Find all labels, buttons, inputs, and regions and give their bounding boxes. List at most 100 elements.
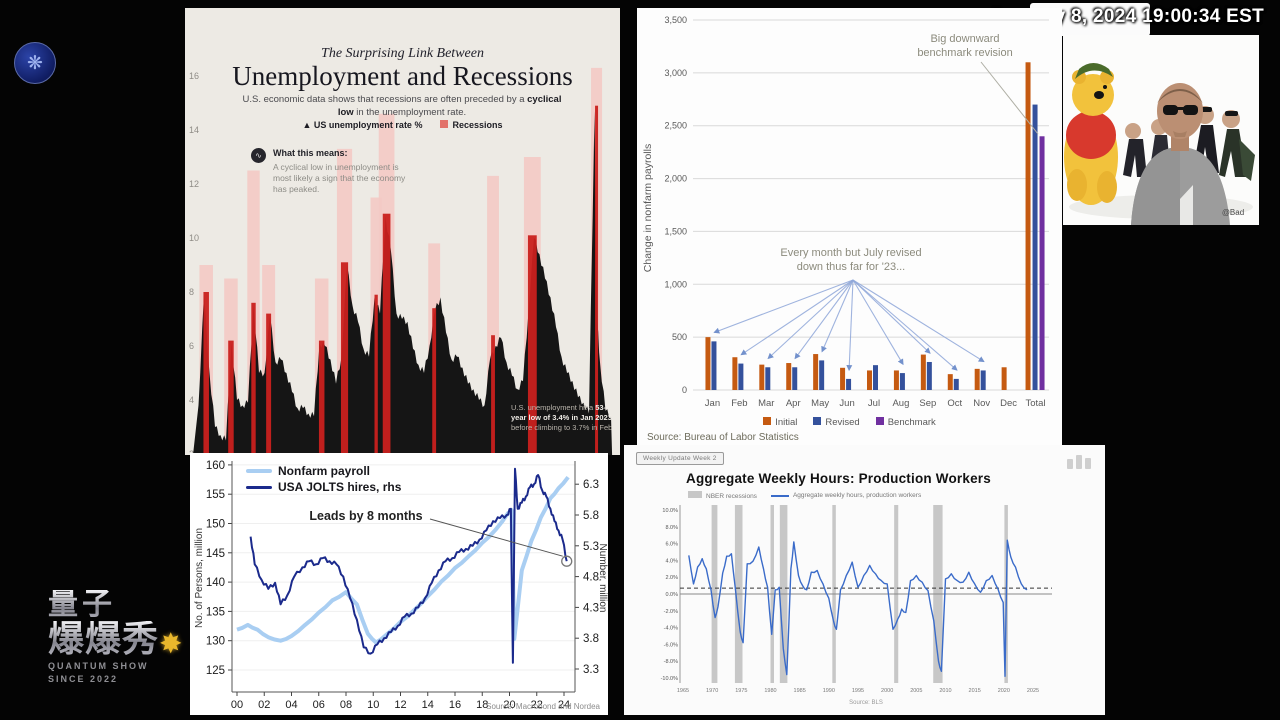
y-tick: 0.0% bbox=[665, 592, 678, 598]
y-tick: 8 bbox=[189, 287, 194, 297]
x-tick: Feb bbox=[731, 398, 747, 409]
image-watermark: @Bad bbox=[1222, 208, 1244, 217]
x-tick: 2020 bbox=[998, 688, 1010, 694]
initial-swatch bbox=[763, 417, 772, 425]
unemployment-recessions-panel: 16 14 12 10 8 6 4 2 The Surprising Link Between… bbox=[185, 8, 620, 455]
recession-bar bbox=[251, 302, 256, 455]
y-tick-left: 155 bbox=[206, 489, 225, 501]
revised-swatch bbox=[813, 417, 822, 425]
square-marker-icon bbox=[440, 120, 449, 128]
legend-revised: Revised bbox=[813, 417, 860, 428]
y-tick-left: 130 bbox=[206, 636, 225, 648]
y-axis-label-right: Number, million bbox=[597, 544, 608, 613]
x-tick: 10 bbox=[367, 699, 379, 711]
payroll-revisions-panel: 0 500 1,000 1,500 2,000 2,500 3,000 3,500 Change… bbox=[637, 8, 1062, 449]
bar bbox=[1032, 104, 1038, 391]
end-marker bbox=[561, 555, 573, 567]
x-tick: 06 bbox=[313, 699, 325, 711]
bar bbox=[953, 378, 959, 390]
jolts-svg: 160 155 150 145 140 135 130 125 6.3 5.8 5.3 4.8 4.3 3… bbox=[194, 460, 608, 711]
x-tick: 20 bbox=[503, 699, 515, 711]
y-tick-left: 135 bbox=[206, 606, 225, 618]
bar bbox=[1025, 62, 1031, 391]
recession-bar bbox=[432, 308, 437, 455]
x-tick: 1995 bbox=[852, 688, 864, 694]
chart-kicker: The Surprising Link Between bbox=[321, 46, 484, 61]
payrolls-svg: 0 500 1,000 1,500 2,000 2,500 3,000 3,500 Change… bbox=[642, 15, 1049, 409]
bar bbox=[867, 370, 872, 390]
unemployment-area bbox=[193, 111, 613, 455]
chart-title: Unemployment and Recessions bbox=[232, 61, 573, 91]
y-tick: -8.0% bbox=[664, 659, 678, 665]
y-tick: 6 bbox=[189, 341, 194, 351]
chart-watermark-icon bbox=[1067, 455, 1091, 469]
y-tick-right: 3.3 bbox=[583, 664, 599, 676]
bar bbox=[899, 373, 905, 390]
nonfarm-jolts-panel: 160 155 150 145 140 135 130 125 6.3 5.8 5.3 4.8 4.3 3… bbox=[190, 453, 608, 715]
x-tick: 1985 bbox=[794, 688, 806, 694]
hours-svg: 10.0% 8.0% 6.0% 4.0% 2.0% 0.0% -2.0% -4.0% -6.0%… bbox=[661, 505, 1052, 706]
y-tick: 6.0% bbox=[665, 542, 678, 548]
legend-nonfarm: Nonfarm payroll bbox=[246, 463, 401, 479]
y-tick: 1,000 bbox=[664, 279, 687, 289]
subtitle-post: in the unemployment rate. bbox=[353, 106, 467, 118]
x-tick: 1975 bbox=[735, 688, 747, 694]
bar bbox=[813, 354, 819, 390]
x-tick: Nov bbox=[973, 398, 990, 409]
y-tick-right: 6.3 bbox=[583, 479, 599, 491]
bar bbox=[893, 370, 899, 390]
weekly-update-badge: Weekly Update Week 2 bbox=[636, 452, 724, 465]
x-tick: 2000 bbox=[881, 688, 893, 694]
x-tick: 04 bbox=[285, 699, 297, 711]
bar bbox=[792, 367, 798, 390]
callout-body: A cyclical low in unemployment is most l… bbox=[273, 161, 406, 194]
lightblue-line-swatch bbox=[246, 469, 272, 473]
bar bbox=[732, 357, 738, 390]
note-bold: 53-year low of 3.4% in Jan 2023 bbox=[511, 403, 612, 423]
subtitle-pre: U.S. economic data shows that recessions… bbox=[242, 94, 528, 105]
webcam-scene: @Bad bbox=[1063, 35, 1259, 225]
y-tick: 3,000 bbox=[664, 68, 687, 78]
watermark-bar bbox=[1076, 455, 1082, 469]
bar bbox=[873, 365, 878, 390]
gray-band-swatch bbox=[688, 491, 702, 498]
bar bbox=[705, 337, 711, 390]
y-tick: 0 bbox=[682, 385, 687, 395]
recession-bar bbox=[595, 105, 599, 455]
annotation: down thus far for '23... bbox=[797, 261, 906, 273]
legend-initial: Initial bbox=[763, 417, 797, 428]
bar bbox=[738, 363, 744, 390]
star-icon: ✸ bbox=[159, 627, 183, 659]
revision-arrow bbox=[852, 279, 931, 354]
y-tick: -6.0% bbox=[664, 642, 678, 648]
recession-glow bbox=[487, 175, 499, 455]
revision-arrow bbox=[767, 279, 854, 360]
legend-label: US unemployment rate % bbox=[313, 120, 423, 130]
legend-label: NBER recessions bbox=[706, 493, 757, 500]
x-tick: Jul bbox=[868, 398, 880, 409]
x-tick: Sep bbox=[919, 398, 936, 409]
logo-line2: 爆爆秀✸ bbox=[48, 620, 188, 659]
revision-arrow bbox=[852, 279, 985, 363]
y-tick: -2.0% bbox=[664, 609, 678, 615]
x-tick: Jun bbox=[839, 398, 854, 409]
weekly-hours-panel: 10.0% 8.0% 6.0% 4.0% 2.0% 0.0% -2.0% -4.0% -6.0%… bbox=[624, 445, 1105, 715]
y-tick: 12 bbox=[189, 179, 199, 189]
bar bbox=[840, 367, 846, 390]
chart-title: Aggregate Weekly Hours: Production Worke… bbox=[686, 471, 991, 486]
annotation: Every month but July revised bbox=[780, 247, 921, 259]
triangle-marker-icon: ▲ bbox=[302, 120, 314, 130]
x-tick: 18 bbox=[476, 699, 488, 711]
x-tick: Total bbox=[1025, 398, 1045, 409]
y-tick: 2 bbox=[189, 449, 194, 455]
x-tick: 12 bbox=[394, 699, 406, 711]
y-tick: 3,500 bbox=[664, 15, 687, 25]
legend-recessions: Recessions bbox=[440, 120, 502, 130]
y-tick: -4.0% bbox=[664, 626, 678, 632]
recession-bar bbox=[318, 340, 325, 455]
logo-line1: 量子 bbox=[48, 589, 188, 621]
x-tick: Aug bbox=[892, 398, 909, 409]
benchmark-swatch bbox=[875, 417, 884, 425]
chart-legend: ▲ US unemployment rate % Recessions bbox=[185, 120, 620, 130]
